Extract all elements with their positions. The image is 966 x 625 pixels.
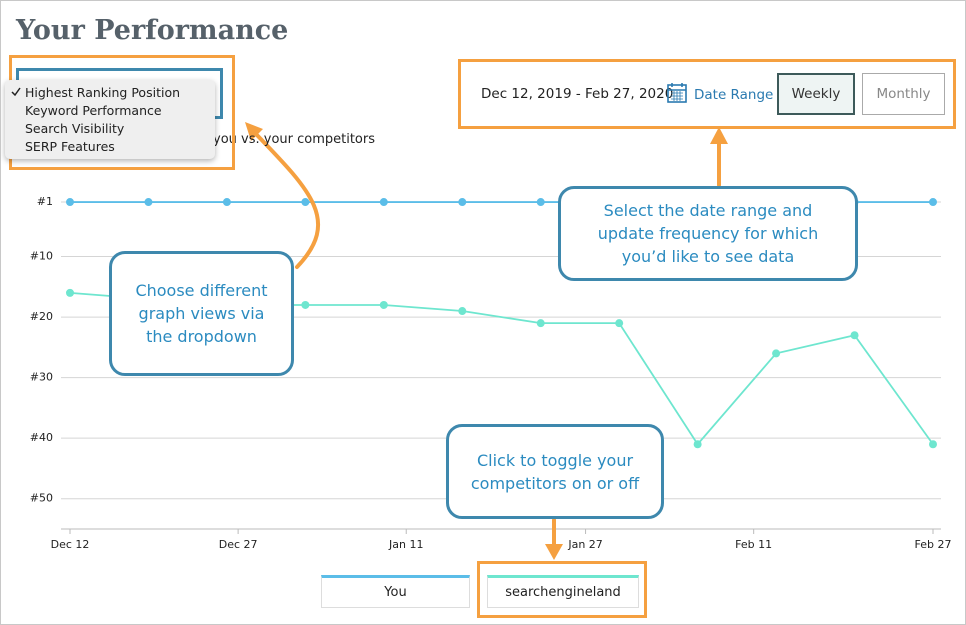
monthly-button[interactable]: Monthly	[862, 73, 945, 115]
data-point	[458, 198, 467, 207]
data-point	[301, 300, 310, 309]
check-icon	[11, 87, 21, 97]
y-tick-label: #20	[30, 310, 53, 323]
data-point	[772, 349, 781, 358]
callout: Click to toggle your competitors on or o…	[446, 424, 664, 519]
arrow-head	[245, 122, 263, 141]
data-point	[458, 307, 467, 316]
data-point	[929, 440, 937, 449]
y-tick-label: #10	[30, 250, 53, 263]
x-tick-label: Feb 11	[735, 538, 772, 551]
data-point	[536, 319, 545, 328]
data-point	[536, 198, 545, 207]
x-tick-label: Jan 11	[388, 538, 423, 551]
legend-item[interactable]: searchengineland	[487, 575, 639, 608]
calendar-icon[interactable]	[666, 82, 688, 104]
arrow-head	[545, 544, 563, 560]
data-point	[144, 198, 153, 207]
legend-item[interactable]: You	[321, 575, 470, 608]
x-tick-label: Jan 27	[567, 538, 602, 551]
x-tick-label: Dec 27	[219, 538, 258, 551]
x-tick-label: Dec 12	[51, 538, 90, 551]
weekly-button[interactable]: Weekly	[777, 73, 855, 115]
page-title: Your Performance	[16, 15, 289, 46]
data-point	[379, 198, 388, 207]
dropdown-menu: Highest Ranking Position Keyword Performa…	[5, 80, 215, 159]
callout: Choose different graph views via the dro…	[109, 251, 294, 376]
data-point	[929, 198, 937, 207]
callout: Select the date range and update frequen…	[558, 186, 858, 281]
data-point	[301, 198, 310, 207]
menu-item[interactable]: Highest Ranking Position	[25, 85, 181, 100]
data-point	[693, 440, 702, 449]
data-point	[379, 300, 388, 309]
menu-item[interactable]: Keyword Performance	[25, 103, 162, 118]
menu-item[interactable]: SERP Features	[25, 139, 115, 154]
data-point	[66, 288, 74, 297]
data-point	[222, 198, 231, 207]
y-tick-label: #50	[30, 492, 53, 505]
highlight-box	[477, 561, 647, 618]
data-point	[615, 319, 624, 328]
highlight-box	[458, 59, 956, 129]
date-range-text: Dec 12, 2019 - Feb 27, 2020	[481, 86, 674, 102]
menu-item[interactable]: Search Visibility	[25, 121, 125, 136]
arrow-head	[710, 127, 728, 144]
data-point	[66, 198, 74, 207]
data-point	[850, 331, 859, 340]
y-tick-label: #30	[30, 371, 53, 384]
arrow	[253, 131, 321, 269]
y-tick-label: #1	[37, 195, 53, 208]
date-range-button[interactable]: Date Range	[694, 87, 774, 103]
y-tick-label: #40	[30, 431, 53, 444]
x-tick-label: Feb 27	[915, 538, 952, 551]
subtitle: you vs. your competitors	[213, 132, 376, 147]
